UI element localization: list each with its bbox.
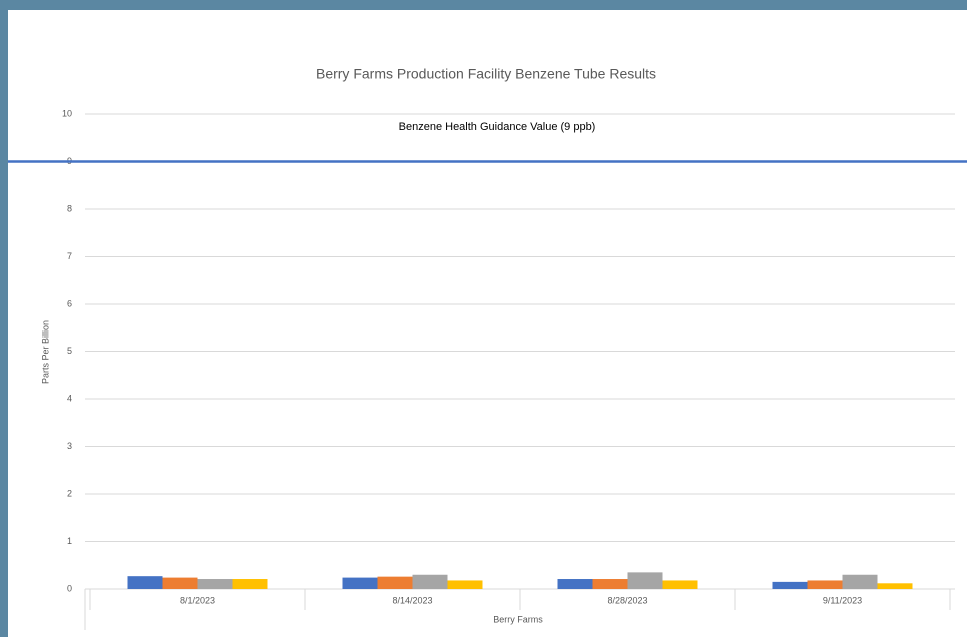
reference-label: Benzene Health Guidance Value (9 ppb) xyxy=(399,121,596,133)
y-tick-label: 6 xyxy=(67,298,72,308)
bar xyxy=(592,579,628,589)
bar xyxy=(842,574,878,589)
y-tick-label: 2 xyxy=(67,488,72,498)
y-tick-label: 8 xyxy=(67,203,72,213)
bar xyxy=(772,581,808,589)
y-tick-label: 4 xyxy=(67,393,72,403)
chart-background xyxy=(8,10,967,637)
bar xyxy=(342,577,378,589)
x-axis-label: Berry Farms xyxy=(493,614,543,624)
bar xyxy=(807,580,843,589)
x-tick-label: 9/11/2023 xyxy=(823,595,862,605)
bar xyxy=(447,580,483,589)
y-tick-label: 3 xyxy=(67,441,72,451)
y-tick-label: 1 xyxy=(67,536,72,546)
bar xyxy=(557,579,593,589)
x-tick-label: 8/14/2023 xyxy=(392,595,432,605)
x-tick-label: 8/28/2023 xyxy=(607,595,647,605)
chart-title: Berry Farms Production Facility Benzene … xyxy=(316,66,656,82)
bar xyxy=(412,574,448,589)
y-tick-label: 0 xyxy=(67,583,72,593)
bar xyxy=(162,577,198,589)
bar xyxy=(232,579,268,589)
bar xyxy=(377,576,413,589)
bar xyxy=(877,583,913,589)
bar xyxy=(627,572,663,589)
y-tick-label: 5 xyxy=(67,346,72,356)
x-tick-label: 8/1/2023 xyxy=(180,595,215,605)
y-tick-label: 7 xyxy=(67,251,72,261)
bar xyxy=(662,580,698,589)
y-axis-label: Parts Per Billion xyxy=(40,320,50,384)
bar xyxy=(197,579,233,589)
y-tick-label: 10 xyxy=(62,108,72,118)
bar xyxy=(127,576,163,589)
